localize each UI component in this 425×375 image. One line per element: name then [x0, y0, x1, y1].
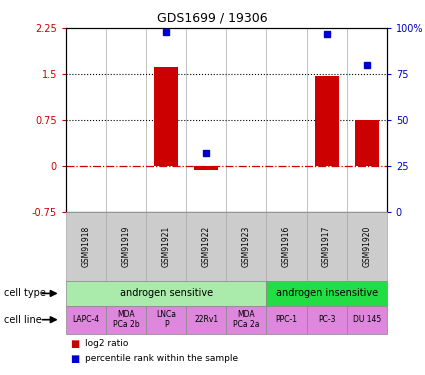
- Text: GSM91921: GSM91921: [162, 226, 171, 267]
- Text: GSM91923: GSM91923: [242, 226, 251, 267]
- Text: PC-3: PC-3: [318, 315, 335, 324]
- Text: DU 145: DU 145: [353, 315, 381, 324]
- Text: MDA
PCa 2b: MDA PCa 2b: [113, 310, 139, 329]
- Text: GDS1699 / 19306: GDS1699 / 19306: [157, 11, 268, 24]
- Text: GSM91918: GSM91918: [82, 226, 91, 267]
- Bar: [194, 166, 218, 170]
- Bar: [314, 76, 339, 166]
- Text: cell type: cell type: [4, 288, 46, 298]
- Text: ■: ■: [70, 354, 79, 364]
- Text: GSM91922: GSM91922: [202, 226, 211, 267]
- Text: ■: ■: [70, 339, 79, 350]
- Text: GSM91916: GSM91916: [282, 226, 291, 267]
- Text: GSM91917: GSM91917: [322, 226, 331, 267]
- Text: PPC-1: PPC-1: [275, 315, 298, 324]
- Text: LAPC-4: LAPC-4: [72, 315, 99, 324]
- Text: 22Rv1: 22Rv1: [194, 315, 218, 324]
- Text: androgen insensitive: androgen insensitive: [275, 288, 378, 298]
- Bar: [154, 67, 178, 166]
- Text: percentile rank within the sample: percentile rank within the sample: [85, 354, 238, 363]
- Text: LNCa
P: LNCa P: [156, 310, 176, 329]
- Bar: [354, 120, 379, 166]
- Text: GSM91919: GSM91919: [122, 226, 130, 267]
- Text: log2 ratio: log2 ratio: [85, 339, 128, 348]
- Text: GSM91920: GSM91920: [362, 226, 371, 267]
- Text: cell line: cell line: [4, 315, 42, 325]
- Text: MDA
PCa 2a: MDA PCa 2a: [233, 310, 260, 329]
- Text: androgen sensitive: androgen sensitive: [119, 288, 212, 298]
